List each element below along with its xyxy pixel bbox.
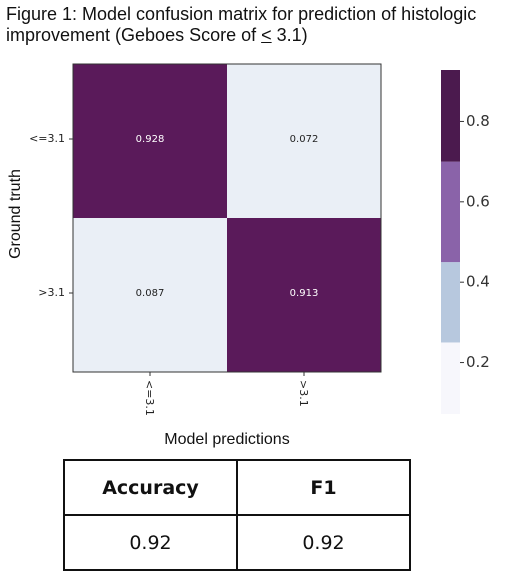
colorbar-segment	[441, 342, 460, 414]
colorbar-segment	[441, 70, 460, 162]
figure-title: Figure 1: Model confusion matrix for pre…	[6, 4, 516, 46]
x-tick-label: >3.1	[297, 380, 310, 407]
matrix-cell	[227, 218, 381, 372]
metrics-value-row: 0.92 0.92	[63, 514, 411, 571]
colorbar-tick-label: 0.6	[466, 192, 490, 210]
y-tick-label: >3.1	[38, 286, 65, 299]
cell-value-label: 0.928	[136, 134, 165, 145]
figure-title-symbol: <	[261, 25, 272, 45]
accuracy-header: Accuracy	[63, 459, 238, 516]
colorbar-tick-label: 0.4	[466, 273, 490, 291]
matrix-cell	[227, 64, 381, 218]
accuracy-value: 0.92	[63, 514, 238, 571]
f1-header: F1	[236, 459, 411, 516]
figure-title-text: Figure 1: Model confusion matrix for pre…	[6, 4, 477, 45]
colorbar-segment	[441, 161, 460, 263]
metrics-table: Accuracy F1 0.92 0.92	[63, 459, 411, 571]
cell-value-label: 0.072	[290, 134, 319, 145]
figure-title-end: 3.1)	[271, 25, 308, 45]
colorbar-tick-label: 0.8	[466, 112, 490, 130]
matrix-frame	[72, 63, 382, 373]
f1-value: 0.92	[236, 514, 411, 571]
y-axis-label: Ground truth	[7, 169, 24, 259]
colorbar-tick-label: 0.2	[466, 353, 490, 371]
y-tick-label: <=3.1	[29, 132, 65, 145]
colorbar-segment	[441, 262, 460, 343]
matrix-cell	[73, 218, 227, 372]
x-axis-label: Model predictions	[164, 431, 289, 448]
cell-value-label: 0.913	[290, 288, 319, 299]
cell-value-label: 0.087	[136, 288, 165, 299]
confusion-matrix-chart: 0.928 0.072 0.087 0.913 <=3.1 >3.1 <=3.1 >3.1 Mo…	[7, 63, 490, 448]
matrix-cell	[73, 64, 227, 218]
metrics-header-row: Accuracy F1	[63, 459, 411, 516]
x-tick-label: <=3.1	[143, 380, 156, 416]
